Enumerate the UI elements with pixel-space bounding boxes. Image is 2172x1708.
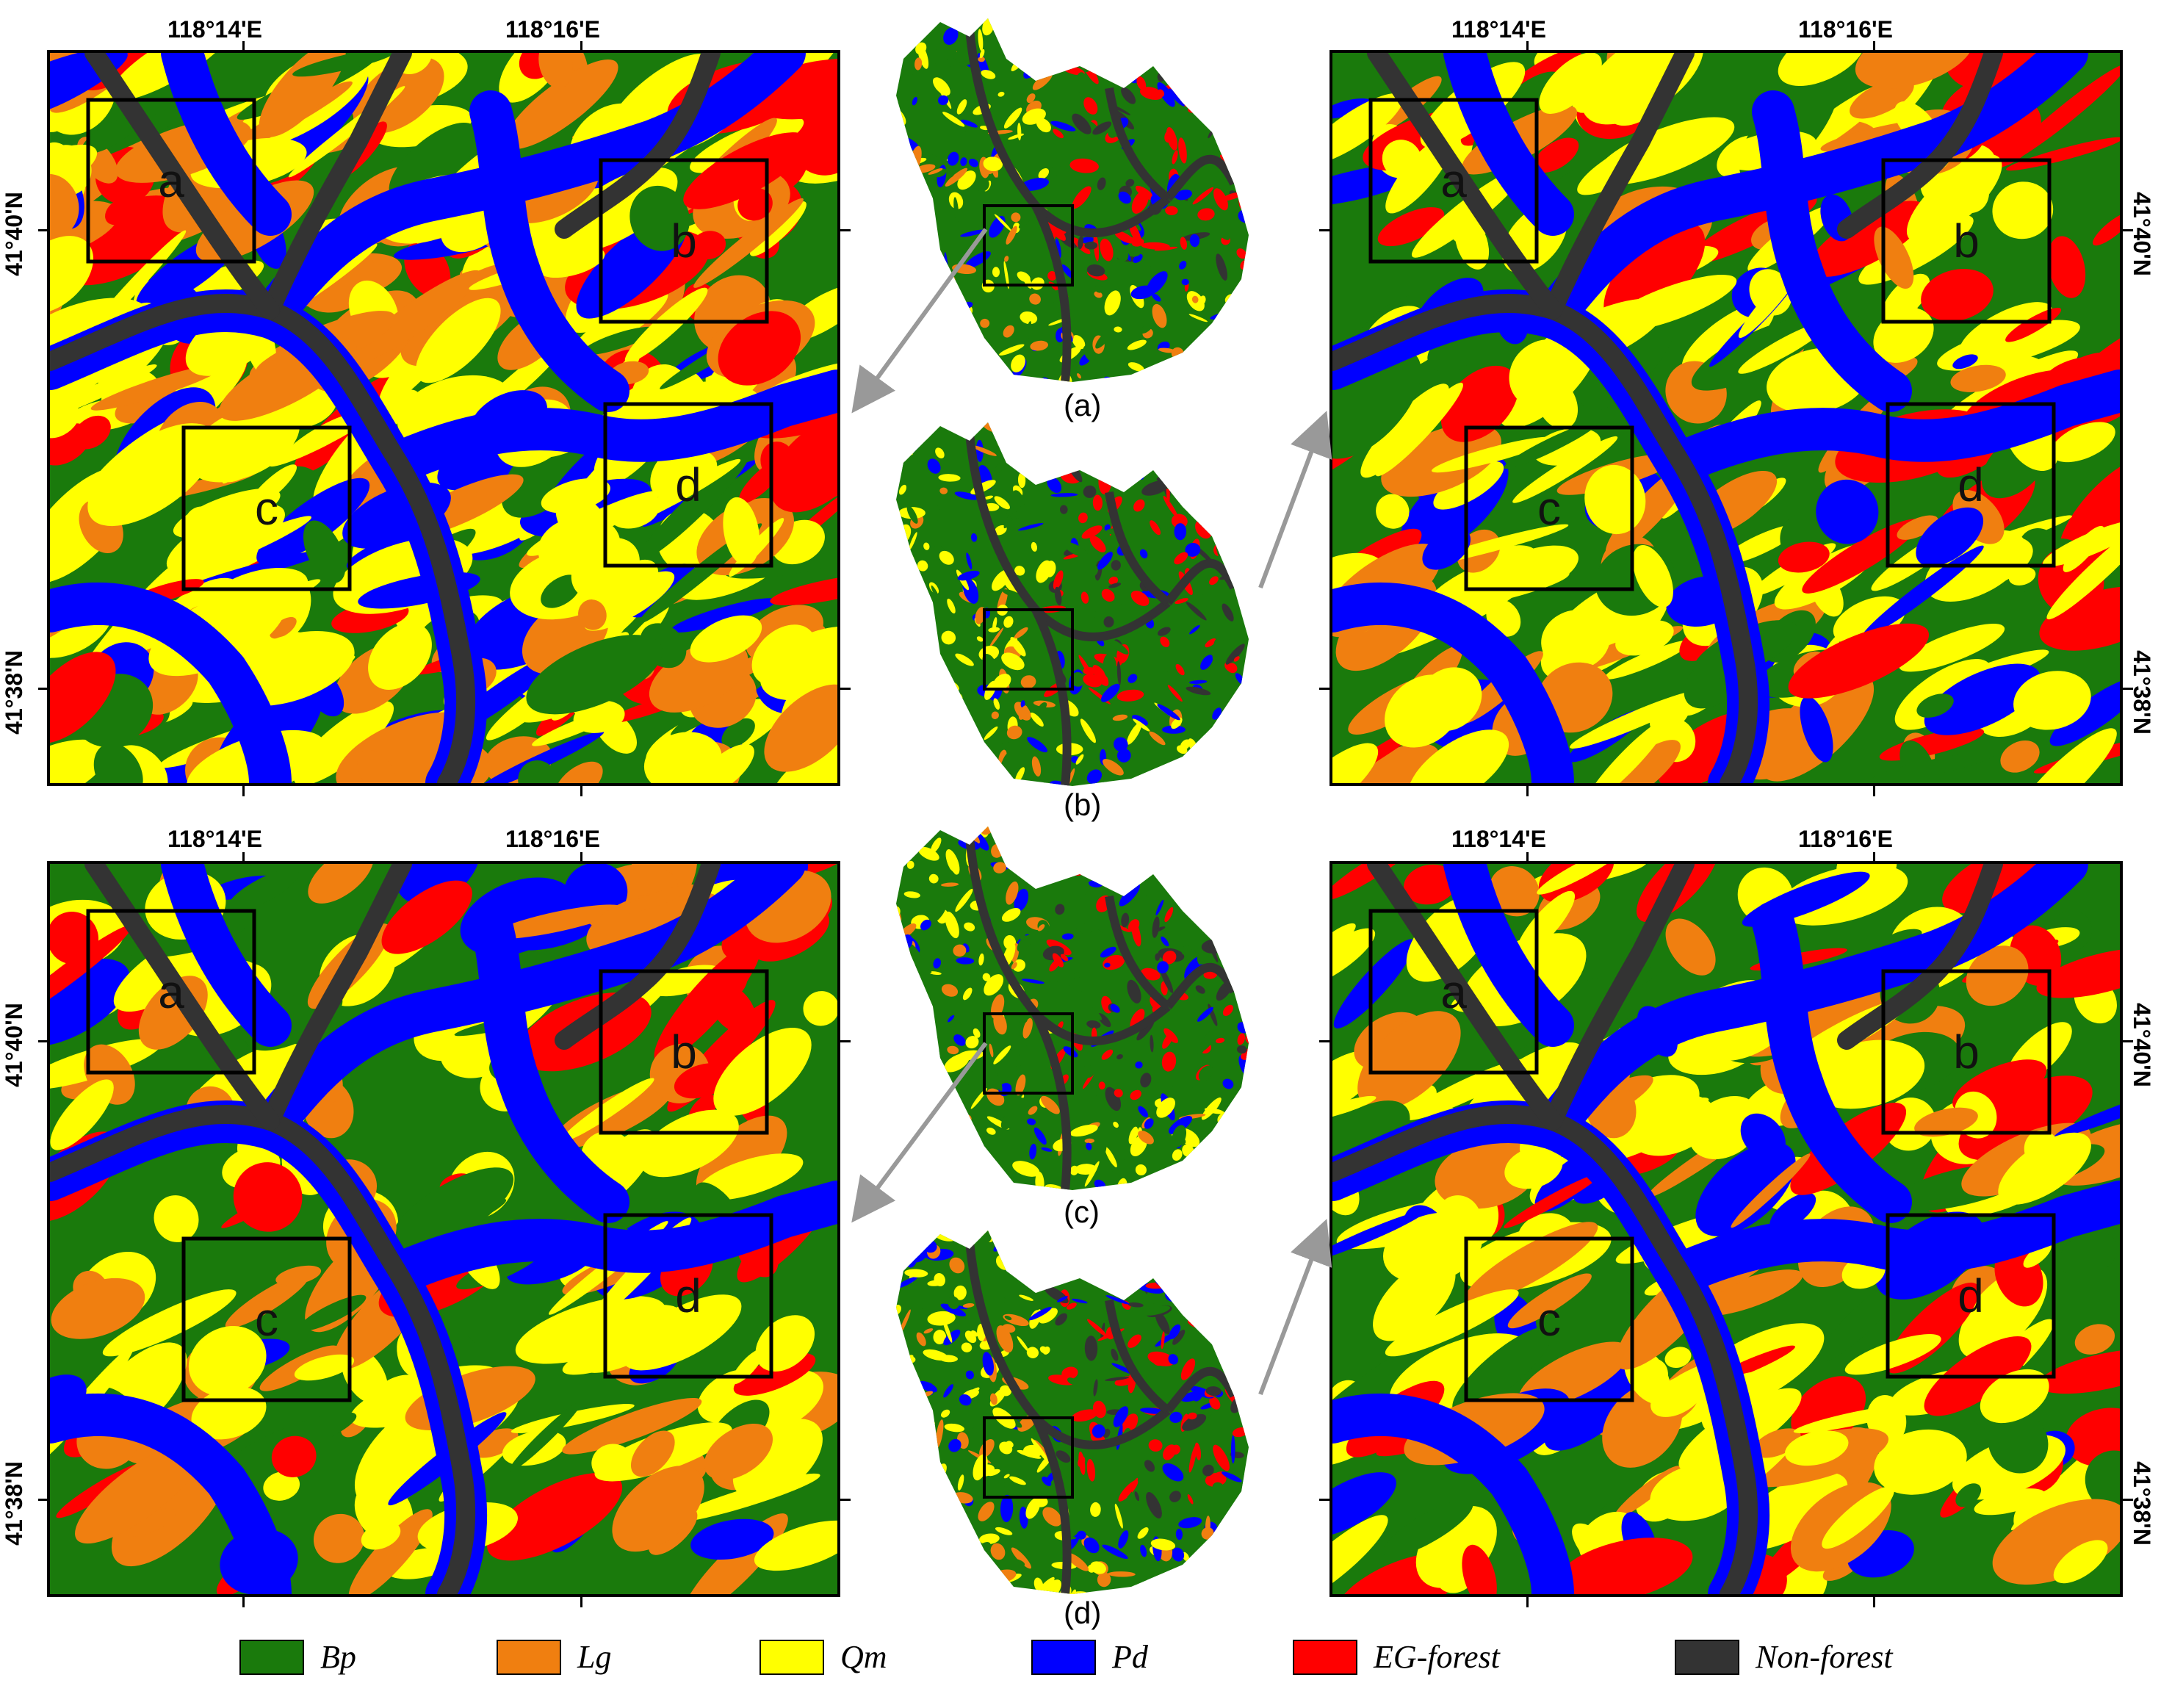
overview-map-b	[889, 419, 1285, 793]
lat-label-top: 41°40'N	[2128, 192, 2155, 276]
inset-label-d: d	[675, 1269, 701, 1322]
legend-lg: Lg	[497, 1638, 611, 1676]
legend-label: Pd	[1112, 1639, 1148, 1675]
legend-label: EG-forest	[1374, 1639, 1500, 1675]
lon-label-right: 118°16'E	[1798, 16, 1893, 43]
lon-label-left: 118°14'E	[1451, 16, 1546, 43]
legend-swatch	[1293, 1639, 1357, 1675]
inset-label-b: b	[1953, 1026, 1980, 1078]
overview-extent-box	[983, 1416, 1074, 1499]
map-panel-c: a b c d	[47, 861, 840, 1597]
inset-label-c: c	[1537, 1293, 1561, 1346]
legend-label: Bp	[320, 1639, 356, 1675]
overview-map-c	[889, 823, 1285, 1197]
lon-label-right: 118°16'E	[1798, 826, 1893, 852]
legend-swatch	[239, 1639, 304, 1675]
inset-box-b	[1881, 158, 2052, 324]
lat-label-top: 41°40'N	[0, 192, 27, 276]
inset-label-d: d	[1958, 1269, 1984, 1322]
map-panel-b: a b c d	[1329, 50, 2123, 786]
legend-swatch	[497, 1639, 561, 1675]
inset-label-a: a	[158, 965, 184, 1018]
map-panel-a: a b c d	[47, 50, 840, 786]
caption-a: (a)	[1064, 388, 1102, 422]
inset-label-b: b	[671, 1026, 697, 1078]
inset-box-a	[1368, 909, 1539, 1075]
lon-label-right: 118°16'E	[505, 826, 600, 852]
lon-label-right: 118°16'E	[505, 16, 600, 43]
legend-label: Non-forest	[1756, 1639, 1893, 1675]
inset-box-a	[1368, 98, 1539, 264]
inset-box-d	[1886, 1213, 2056, 1379]
lat-label-bottom: 41°38'N	[2128, 1461, 2155, 1546]
lat-label-bottom: 41°38'N	[0, 1461, 27, 1546]
overview-map-d	[889, 1227, 1285, 1601]
inset-box-d	[603, 402, 773, 568]
lat-label-top: 41°40'N	[2128, 1003, 2155, 1087]
caption-c: (c)	[1064, 1194, 1100, 1229]
legend-non-forest: Non-forest	[1675, 1638, 1893, 1676]
inset-label-c: c	[255, 1293, 278, 1346]
inset-label-c: c	[1537, 482, 1561, 535]
legend-eg-forest: EG-forest	[1293, 1638, 1500, 1676]
legend-bp: Bp	[239, 1638, 356, 1676]
legend-label: Lg	[577, 1639, 612, 1675]
legend-swatch	[1675, 1639, 1739, 1675]
legend-pd: Pd	[1031, 1638, 1148, 1676]
lat-label-bottom: 41°38'N	[0, 650, 27, 735]
legend-swatch	[1031, 1639, 1096, 1675]
caption-b: (b)	[1064, 788, 1102, 822]
legend-qm: Qm	[760, 1638, 887, 1676]
legend-swatch	[760, 1639, 824, 1675]
inset-label-c: c	[255, 482, 278, 535]
inset-label-b: b	[671, 215, 697, 267]
inset-label-b: b	[1953, 215, 1980, 267]
map-panel-d: a b c d	[1329, 861, 2123, 1597]
overview-map-a	[889, 15, 1285, 389]
inset-box-d	[1886, 402, 2056, 568]
inset-label-a: a	[1440, 965, 1467, 1018]
inset-box-a	[86, 909, 256, 1075]
lat-label-bottom: 41°38'N	[2128, 650, 2155, 735]
lat-label-top: 41°40'N	[0, 1003, 27, 1087]
inset-box-c	[181, 1236, 352, 1402]
inset-label-a: a	[158, 154, 184, 207]
lon-label-left: 118°14'E	[167, 826, 262, 852]
inset-label-d: d	[1958, 458, 1984, 511]
inset-box-b	[1881, 969, 2052, 1135]
inset-label-d: d	[675, 458, 701, 511]
inset-box-b	[599, 158, 769, 324]
lon-label-left: 118°14'E	[1451, 826, 1546, 852]
inset-box-a	[86, 98, 256, 264]
inset-label-a: a	[1440, 154, 1467, 207]
overview-extent-box	[983, 608, 1074, 691]
inset-box-c	[1464, 1236, 1634, 1402]
inset-box-c	[1464, 425, 1634, 591]
inset-box-d	[603, 1213, 773, 1379]
legend-label: Qm	[840, 1639, 887, 1675]
inset-box-b	[599, 969, 769, 1135]
caption-d: (d)	[1064, 1596, 1102, 1630]
lon-label-left: 118°14'E	[167, 16, 262, 43]
inset-box-c	[181, 425, 352, 591]
